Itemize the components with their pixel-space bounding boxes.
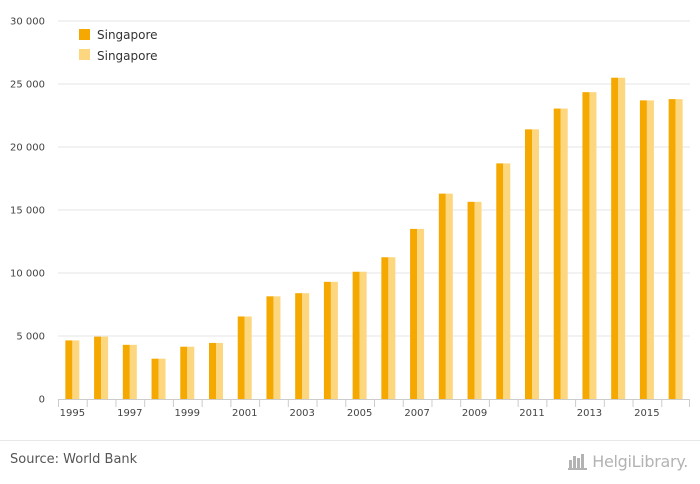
bar-series-2-2016[interactable] [675, 99, 683, 400]
x-tick-label: 2007 [404, 408, 429, 419]
bar-series-2-2003[interactable] [302, 293, 310, 399]
bar-series-2-2000[interactable] [216, 342, 223, 399]
bar-series-1-2015[interactable] [639, 100, 647, 399]
bar-series-1-2013[interactable] [582, 92, 590, 399]
footer: Source: World Bank HelgiLibrary. [0, 440, 700, 484]
library-icon [568, 454, 588, 470]
bar-series-2-2015[interactable] [646, 100, 654, 399]
bar-series-2-1999[interactable] [187, 346, 195, 399]
bar-series-1-2011[interactable] [525, 129, 532, 400]
bar-series-1-2016[interactable] [668, 99, 676, 400]
x-tick-label: 2015 [634, 408, 659, 419]
legend: Singapore Singapore [79, 28, 158, 63]
bar-series-1-2001[interactable] [237, 316, 245, 399]
bar-series-1-1998[interactable] [151, 358, 159, 399]
bar-chart: 0 5 000 10 000 15 000 20 000 25 000 30 000 199… [10, 17, 690, 419]
bar-series-1-2003[interactable] [295, 293, 303, 399]
bar-series-2-2006[interactable] [388, 257, 396, 399]
bar-series-1-2008[interactable] [438, 193, 446, 399]
bar-series-2-2001[interactable] [244, 316, 252, 399]
legend-swatch-series-1 [79, 29, 90, 40]
y-axis: 0 5 000 10 000 15 000 20 000 25 000 30 000 [10, 17, 45, 406]
y-tick-label: 25 000 [10, 80, 45, 91]
bar-series-2-2009[interactable] [474, 201, 482, 399]
bar-series-2-2011[interactable] [532, 129, 539, 400]
bar-series-1-2000[interactable] [209, 342, 216, 399]
bar-series-2-2013[interactable] [589, 92, 597, 399]
bar-series-2-2002[interactable] [273, 296, 281, 399]
bar-series-1-2005[interactable] [352, 271, 360, 399]
x-tick-label: 1995 [60, 408, 85, 419]
y-tick-label: 20 000 [10, 143, 45, 154]
brand-name: HelgiLibrary. [592, 451, 688, 471]
y-tick-label: 10 000 [10, 269, 45, 280]
y-tick-label: 15 000 [10, 206, 45, 217]
brand-logo[interactable]: HelgiLibrary. [568, 450, 688, 472]
bar-series-2-2014[interactable] [618, 77, 626, 399]
x-tick-label: 1999 [175, 408, 200, 419]
x-tick-label: 2011 [519, 408, 544, 419]
legend-label-series-2: Singapore [97, 49, 158, 63]
bar-series-1-1995[interactable] [65, 340, 73, 399]
bar-series-2-1997[interactable] [129, 344, 137, 399]
bar-series-1-2009[interactable] [467, 201, 475, 399]
bars [65, 77, 683, 400]
source-text: Source: World Bank [10, 452, 138, 467]
bar-series-2-1998[interactable] [158, 358, 166, 399]
bar-series-1-1997[interactable] [122, 344, 130, 399]
legend-label-series-1: Singapore [97, 28, 158, 42]
bar-series-1-2010[interactable] [496, 163, 504, 399]
bar-series-2-2004[interactable] [330, 281, 338, 399]
bar-series-2-1995[interactable] [72, 340, 80, 399]
legend-swatch-series-2 [79, 49, 90, 60]
bar-series-2-2012[interactable] [560, 108, 568, 399]
bar-series-2-1996[interactable] [101, 336, 109, 399]
bar-series-2-2008[interactable] [445, 193, 453, 399]
bar-series-1-1996[interactable] [94, 336, 102, 399]
x-tick-label: 2009 [462, 408, 487, 419]
x-tick-label: 2003 [289, 408, 314, 419]
y-tick-label: 0 [39, 395, 45, 406]
x-tick-label: 2005 [347, 408, 372, 419]
x-axis: 1995 1997 1999 2001 2003 2005 2007 2009 2011 2013… [58, 399, 690, 419]
bar-series-1-2007[interactable] [410, 228, 418, 399]
bar-series-2-2005[interactable] [359, 271, 367, 399]
x-tick-label: 2001 [232, 408, 257, 419]
bar-series-2-2007[interactable] [417, 228, 425, 399]
bar-series-1-2002[interactable] [266, 296, 274, 399]
bar-series-1-2012[interactable] [553, 108, 561, 399]
bar-series-1-1999[interactable] [180, 346, 188, 399]
y-tick-label: 30 000 [10, 17, 45, 28]
bar-series-1-2014[interactable] [611, 77, 619, 399]
y-tick-label: 5 000 [16, 332, 45, 343]
bar-series-1-2004[interactable] [323, 281, 331, 399]
bar-series-2-2010[interactable] [503, 163, 511, 399]
bar-series-1-2006[interactable] [381, 257, 389, 399]
x-tick-label: 2013 [577, 408, 602, 419]
x-tick-label: 1997 [117, 408, 142, 419]
